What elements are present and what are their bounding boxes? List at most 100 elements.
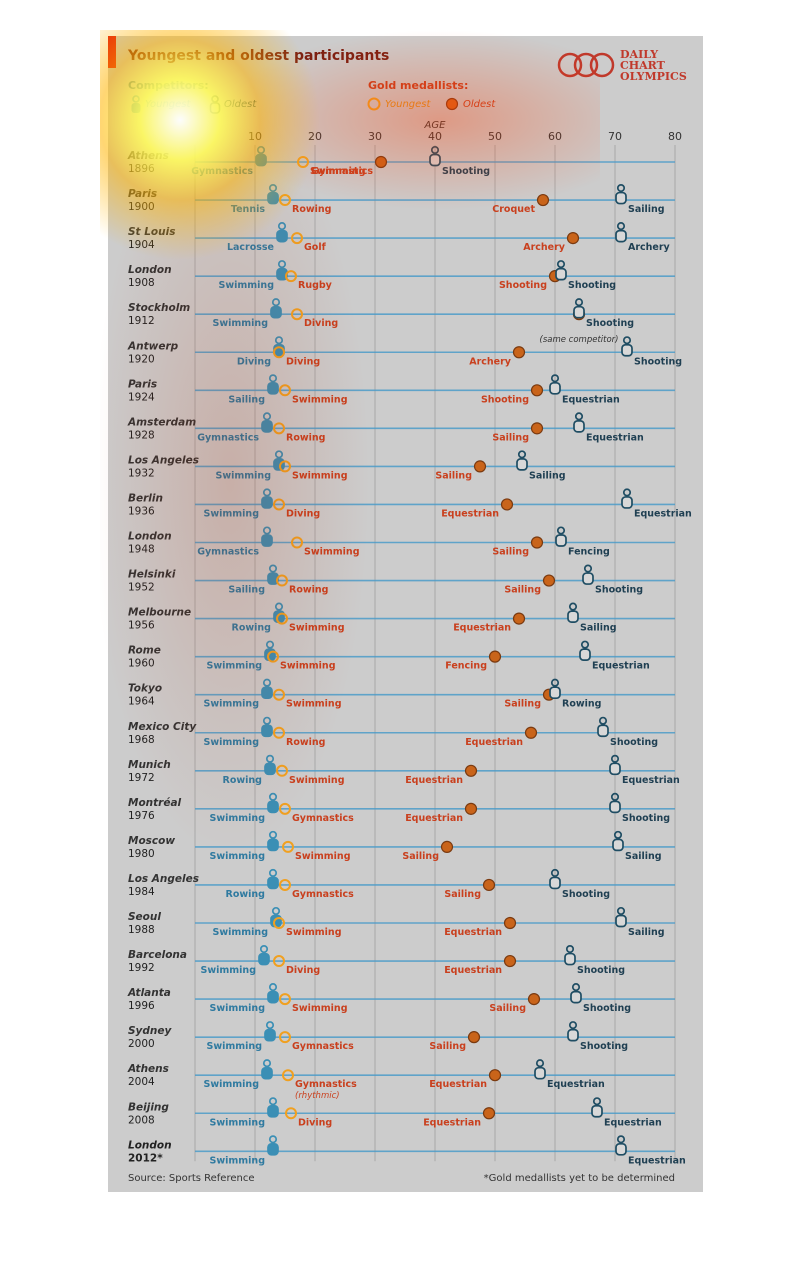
- competitor-youngest-point-head: [268, 830, 278, 839]
- competitor-youngest-point: [261, 678, 273, 700]
- gold-youngest-label: Rowing: [292, 204, 331, 215]
- competitor-youngest-point-body: [261, 534, 273, 547]
- competitor-youngest-label: Lacrosse: [227, 242, 274, 253]
- competitor-oldest-point-body: [564, 952, 576, 966]
- competitor-youngest-point-body: [264, 1028, 276, 1042]
- competitor-youngest-point: [261, 716, 273, 738]
- gold-oldest-point: [467, 1031, 481, 1044]
- competitor-oldest-point: [573, 412, 585, 433]
- competitor-youngest-label: Tennis: [231, 204, 265, 215]
- competitor-oldest-point-head: [580, 640, 590, 649]
- competitor-oldest-point: [621, 488, 633, 509]
- competitor-youngest-point: [267, 868, 279, 890]
- competitor-oldest-point: [516, 450, 528, 471]
- competitor-youngest-label: Rowing: [223, 775, 262, 786]
- gold-youngest-point: [279, 1031, 291, 1044]
- competitor-oldest-label: Equestrian: [592, 661, 650, 672]
- row-city-label: Amsterdam: [127, 416, 196, 428]
- competitor-youngest-point-head: [265, 640, 275, 649]
- gold-oldest-point: [503, 954, 517, 968]
- gold-youngest-label: Diving: [286, 965, 320, 976]
- gold-oldest-point: [512, 612, 526, 625]
- gold-youngest-point: [282, 1069, 294, 1082]
- competitor-youngest-point-head: [277, 222, 287, 231]
- competitor-youngest-point-body: [270, 305, 282, 319]
- row-year-label: 1932: [128, 467, 155, 479]
- row-year-label: 1960: [128, 658, 155, 670]
- competitor-youngest-label: Swimming: [219, 280, 275, 291]
- gold-youngest-label: Swimming: [292, 470, 348, 481]
- row-city-label: Paris: [128, 188, 157, 200]
- competitor-oldest-point-body: [570, 990, 582, 1004]
- row-city-label: Montréal: [128, 797, 182, 809]
- competitor-youngest-point: [267, 1097, 279, 1118]
- competitor-youngest-point-body: [261, 496, 273, 509]
- competitor-oldest-point-head: [535, 1059, 545, 1068]
- gold-youngest-point: [273, 955, 285, 968]
- competitor-youngest-point: [261, 1059, 273, 1080]
- competitor-youngest-label: Swimming: [213, 927, 269, 938]
- gold-youngest-label: Gymnastics: [292, 1041, 354, 1052]
- row-year-label: 1964: [128, 696, 155, 708]
- competitor-youngest-point-head: [262, 1059, 272, 1068]
- row-year-label: 1988: [128, 924, 155, 936]
- competitor-oldest-point: [573, 298, 585, 319]
- competitor-oldest-point: [579, 640, 591, 662]
- competitor-youngest-point-head: [268, 1097, 278, 1106]
- x-tick-label: 50: [488, 130, 502, 143]
- x-tick-label: 40: [428, 130, 442, 143]
- row-city-label: Melbourne: [128, 607, 191, 619]
- competitor-youngest-point-head: [277, 260, 287, 269]
- competitor-oldest-point-body: [549, 381, 561, 395]
- competitor-youngest-label: Diving: [237, 356, 271, 367]
- gold-oldest-point: [503, 916, 517, 930]
- competitor-youngest-point-head: [262, 412, 272, 421]
- row-year-label: 2008: [128, 1114, 155, 1126]
- row-year-label: 1952: [128, 582, 155, 594]
- gold-youngest-label: Swimming: [292, 1003, 348, 1014]
- competitor-oldest-point: [609, 792, 621, 814]
- competitor-oldest-point-body: [612, 838, 624, 852]
- row-city-label: London: [128, 531, 172, 543]
- gold-oldest-label: Sailing: [492, 547, 529, 558]
- competitor-youngest-point-head: [262, 678, 272, 687]
- gold-oldest-point: [500, 498, 514, 511]
- competitor-youngest-point: [264, 1021, 276, 1042]
- competitor-youngest-point: [267, 830, 279, 852]
- row-city-label: Athens: [127, 1063, 169, 1075]
- competitor-youngest-point-head: [271, 906, 281, 916]
- row-city-label: Paris: [128, 378, 157, 390]
- competitor-youngest-label: Swimming: [207, 1041, 263, 1052]
- gold-oldest-label: Shooting: [481, 394, 529, 405]
- competitor-youngest-point: [267, 1135, 279, 1156]
- competitor-youngest-point: [255, 145, 267, 167]
- competitor-oldest-point-head: [565, 944, 575, 954]
- row-year-label: 1920: [128, 353, 155, 365]
- gold-oldest-point: [542, 574, 556, 587]
- competitor-youngest-point-body: [273, 458, 285, 471]
- competitor-youngest-label: Swimming: [210, 851, 266, 862]
- gold-oldest-label: Sailing: [444, 889, 481, 900]
- competitor-youngest-point-head: [262, 488, 272, 497]
- row-year-label: 1980: [128, 848, 155, 860]
- gold-youngest-label: Swimming: [292, 394, 348, 405]
- competitor-oldest-point-body: [534, 1066, 546, 1080]
- gold-youngest-label: Swimming: [295, 851, 351, 862]
- competitor-oldest-point-body: [429, 153, 441, 167]
- competitor-oldest-label: Shooting: [442, 166, 490, 177]
- competitor-youngest-point-body: [258, 952, 270, 966]
- gold-youngest-label: Gymnastics: [292, 889, 354, 900]
- gold-oldest-point: [488, 1069, 502, 1082]
- competitor-youngest-point: [267, 184, 279, 205]
- logo-line-1: DAILY: [620, 48, 659, 61]
- gold-oldest-label: Equestrian: [405, 813, 463, 824]
- gold-oldest-label: Equestrian: [405, 775, 463, 786]
- gold-oldest-point: [530, 384, 544, 397]
- competitor-oldest-point-body: [555, 534, 567, 547]
- competitor-youngest-point-head: [259, 944, 269, 954]
- row-year-label: 1924: [128, 391, 155, 403]
- competitor-youngest-label: Swimming: [204, 699, 260, 710]
- competitor-youngest-point-head: [268, 1135, 278, 1144]
- row-year-label: 1912: [128, 315, 155, 327]
- gold-oldest-label: Sailing: [504, 699, 541, 710]
